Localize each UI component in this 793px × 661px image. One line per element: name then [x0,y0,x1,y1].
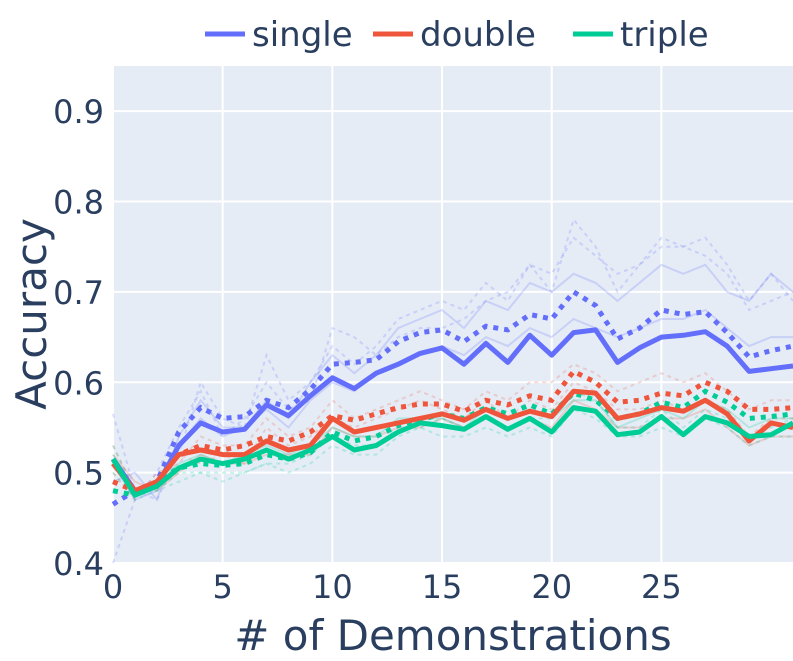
legend-label-triple: triple [620,15,709,55]
x-tick-label: 25 [641,568,682,606]
legend-item-double[interactable]: double [373,15,536,55]
y-tick-label: 0.6 [53,364,104,402]
legend[interactable]: single double triple [205,15,709,55]
y-tick-label: 0.9 [53,93,104,131]
single-faint-line [112,263,793,502]
x-tick-label: 5 [212,568,232,606]
double-dotted-line [112,368,793,494]
x-axis-title: # of Demonstrations [234,611,671,660]
x-axis-ticks: 0 5 10 15 20 25 [103,568,682,606]
y-tick-label: 0.4 [53,545,104,583]
series-lines [110,288,793,507]
legend-label-single: single [252,15,353,55]
x-tick-label: 15 [422,568,463,606]
y-tick-label: 0.8 [53,184,104,222]
single-faint-line [112,308,793,501]
single-faint-line [112,217,793,501]
triple-faint-line [112,408,793,501]
y-axis-ticks: 0.4 0.5 0.6 0.7 0.8 0.9 [53,93,104,583]
double-solid-line [111,388,793,494]
triple-faint-line [112,390,793,492]
plot-background [113,66,793,563]
y-tick-label: 0.5 [53,455,104,493]
x-tick-label: 10 [312,568,353,606]
legend-label-double: double [420,15,536,55]
single-solid-line [110,327,793,494]
grid-lines [112,66,793,564]
x-tick-label: 0 [103,568,123,606]
double-faint-line [112,363,793,502]
x-tick-label: 20 [531,568,572,606]
triple-solid-line [110,405,793,498]
y-axis-title: Accuracy [7,218,56,410]
y-tick-label: 0.7 [53,274,104,312]
legend-item-triple[interactable]: triple [573,15,709,55]
legend-item-single[interactable]: single [205,15,353,55]
